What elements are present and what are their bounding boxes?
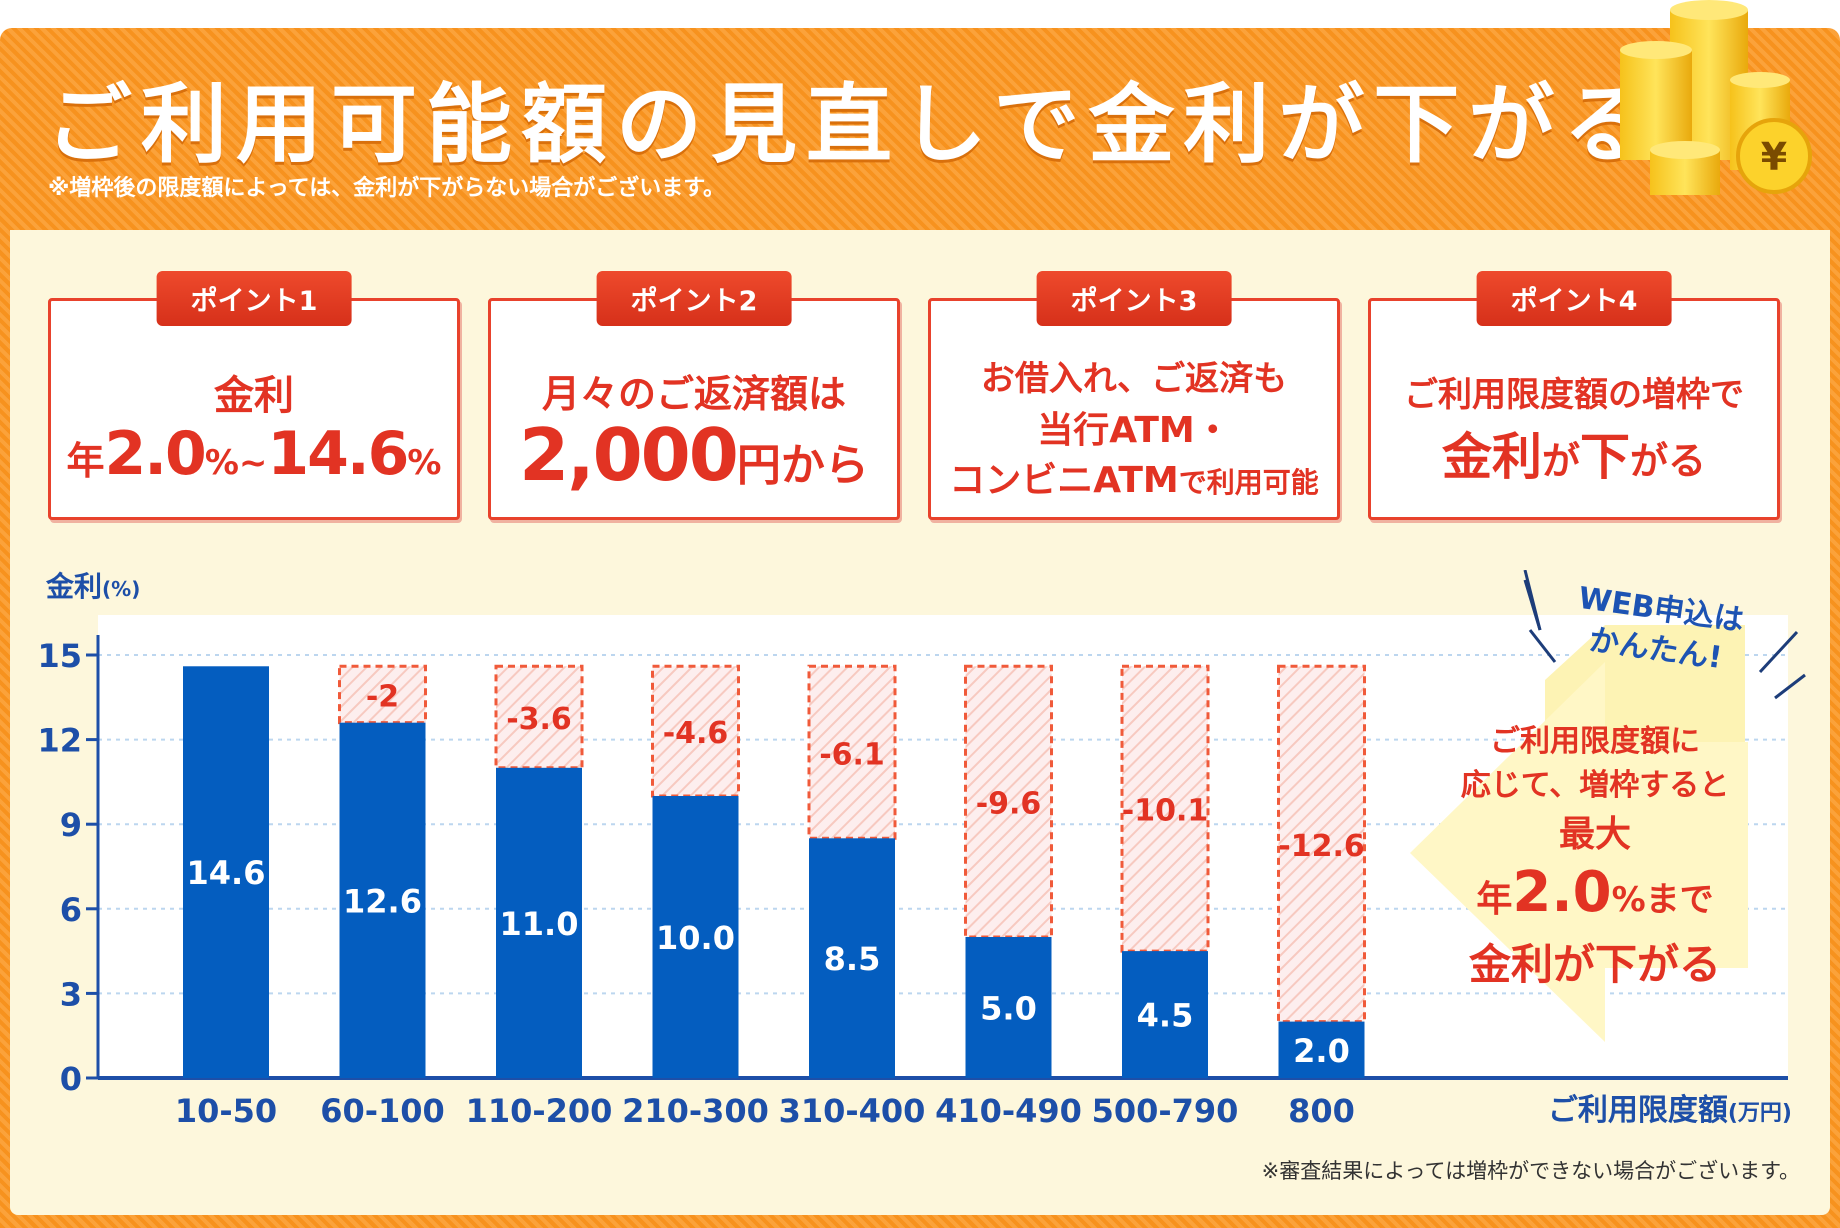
callout-line2: 応じて、増枠すると (1460, 768, 1730, 803)
x-tick-label: 500-790 (1092, 1092, 1239, 1130)
x-tick-label: 10-50 (175, 1092, 277, 1130)
point-1-max-rate: 14.6 (267, 419, 409, 489)
callout-arrow (1410, 570, 1806, 1042)
point-3-convenience-atm: コンビニATM (949, 460, 1179, 501)
point-tag-2: ポイント2 (596, 271, 792, 326)
point-tag-4: ポイント4 (1476, 271, 1672, 326)
point-tag-1: ポイント1 (156, 271, 352, 326)
burst-line-4 (1774, 673, 1806, 700)
reduction-box (1120, 664, 1210, 953)
bar-value-label: 2.0 (1293, 1032, 1350, 1070)
point-1-rate-range: 年2.0%~14.6% (51, 419, 457, 489)
callout-message: ご利用限度額に 応じて、増枠すると 最大 年2.0%まで 金利が下がる (1440, 720, 1750, 993)
bar (183, 666, 269, 1078)
x-tick-label: 310-400 (779, 1092, 926, 1130)
bar-value-label: 5.0 (980, 990, 1037, 1028)
callout-line1: ご利用限度額に (1490, 724, 1700, 759)
x-tick-label: 210-300 (622, 1092, 769, 1130)
y-tick-label: 0 (60, 1060, 82, 1098)
reduction-label: -10.1 (1122, 794, 1208, 829)
point-1-pct-tilde: %~ (204, 443, 268, 483)
bar-value-label: 8.5 (824, 940, 881, 978)
point-4-line1: ご利用限度額の増枠で (1404, 375, 1744, 415)
y-tick-label: 12 (37, 722, 82, 760)
point-2-line1: 月々のご返済額は (541, 372, 846, 416)
footnote: ※審査結果によっては増枠ができない場合がございます。 (1261, 1159, 1800, 1183)
point-1-year: 年 (66, 439, 105, 483)
point-card-1: ポイント1 金利 年2.0%~14.6% (48, 271, 460, 520)
y-tick-label: 3 (60, 975, 82, 1013)
reduction-box (338, 664, 427, 725)
bar (1278, 1021, 1365, 1078)
reduction-label: -4.6 (663, 716, 729, 751)
point-4-interest: 金利 (1441, 428, 1542, 486)
point-3-line1: お借入れ、ご返済も (980, 359, 1288, 399)
x-tick-label: 800 (1288, 1092, 1355, 1130)
callout-pct-made: %まで (1611, 880, 1714, 920)
bar-value-label: 4.5 (1137, 997, 1194, 1035)
reduction-box (964, 664, 1053, 939)
reduction-label: -9.6 (976, 787, 1042, 822)
point-card-2: ポイント2 月々のご返済額は 2,000円から (488, 271, 900, 520)
bar-value-label: 14.6 (187, 854, 266, 892)
bar (652, 796, 739, 1078)
bar-value-label: 11.0 (500, 905, 579, 943)
bar (965, 937, 1052, 1078)
bar-value-label: 10.0 (656, 919, 735, 957)
reduction-box (1277, 664, 1366, 1024)
point-2-amount: 2,000円から (491, 413, 897, 497)
point-card-3: ポイント3 お借入れ、ご返済も 当行ATM・ コンビニATMで利用可能 (928, 271, 1340, 520)
point-4-ga: が (1541, 439, 1580, 483)
reduction-label: -12.6 (1278, 829, 1364, 864)
callout-line5: 金利が下がる (1468, 940, 1721, 989)
callout-year: 年 (1476, 879, 1513, 920)
bar (339, 722, 426, 1078)
callout-line3: 最大 (1558, 814, 1631, 855)
point-3-line3: コンビニATMで利用可能 (931, 451, 1337, 503)
point-3-line2: 当行ATM・ (1037, 410, 1231, 451)
callout-rate: 2.0 (1512, 860, 1612, 925)
point-3-available: で利用可能 (1178, 466, 1319, 499)
burst-line-3 (1758, 630, 1799, 674)
point-4-garu: がる (1630, 439, 1707, 483)
bar (809, 838, 895, 1078)
reduction-box (807, 664, 897, 840)
point-2-suffix: 円から (736, 440, 869, 491)
coin-yen-symbol: ¥ (1761, 135, 1787, 179)
header-note: ※増枠後の限度額によっては、金利が下がらない場合がございます。 (48, 176, 725, 201)
bar (1122, 951, 1208, 1078)
y-tick-label: 15 (37, 637, 82, 675)
burst-line-1 (1523, 579, 1542, 631)
x-tick-label: 410-490 (935, 1092, 1082, 1130)
point-4-line2: 金利が下がる (1371, 417, 1777, 489)
reduction-box (651, 664, 740, 798)
x-tick-label: 60-100 (320, 1092, 445, 1130)
page-title: ご利用可能額の見直しで金利が下がる! (46, 75, 1707, 175)
burst-line-2 (1528, 629, 1557, 663)
point-1-line1: 金利 (214, 373, 294, 419)
point-2-big-amount: 2,000 (519, 413, 739, 497)
bar-value-label: 12.6 (343, 882, 422, 920)
x-tick-label: 110-200 (466, 1092, 613, 1130)
point-4-down: 下 (1580, 428, 1630, 486)
bar (496, 767, 582, 1078)
point-tag-3: ポイント3 (1036, 271, 1232, 326)
reduction-label: -2 (366, 679, 399, 714)
reduction-label: -3.6 (506, 702, 572, 737)
point-card-4: ポイント4 ご利用限度額の増枠で 金利が下がる (1368, 271, 1780, 520)
point-1-pct: % (407, 443, 442, 483)
callout-line4: 年2.0%まで (1440, 862, 1750, 937)
coin-stack-icon: ¥ (1620, 0, 1812, 195)
x-axis-label: ご利用限度額(万円) (1548, 1093, 1792, 1128)
y-tick-label: 6 (60, 891, 82, 929)
y-axis-label: 金利(%) (45, 570, 140, 603)
reduction-label: -6.1 (819, 737, 885, 772)
reduction-box (494, 664, 584, 770)
y-tick-label: 9 (60, 806, 82, 844)
point-1-min-rate: 2.0 (104, 419, 207, 489)
